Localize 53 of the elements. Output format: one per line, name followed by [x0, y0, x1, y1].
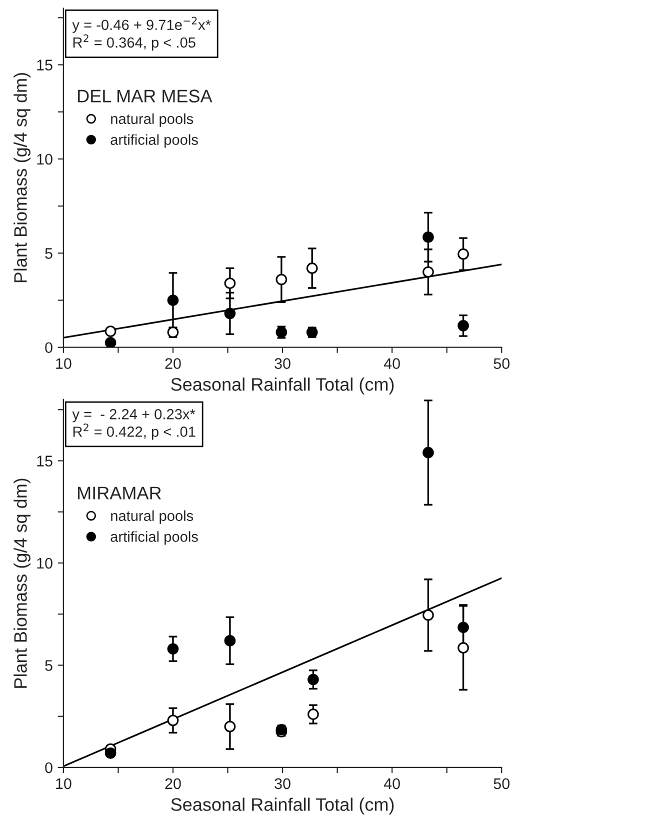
legend-title: DEL MAR MESA [78, 90, 212, 102]
x-tick-label: 40 [384, 778, 400, 790]
y-tick-label: 5 [45, 248, 52, 259]
point [458, 320, 469, 332]
y-tick-label: 0 [45, 762, 52, 774]
point [458, 642, 469, 654]
x-axis-title: Seasonal Rainfall Total (cm) [171, 798, 394, 814]
point [276, 724, 288, 736]
point [224, 308, 236, 320]
point [224, 720, 236, 732]
point [306, 262, 318, 274]
legend-label: natural pools [111, 510, 194, 524]
point [422, 231, 434, 243]
point [458, 622, 469, 634]
y-tick-label: 15 [37, 456, 52, 466]
x-tick-label: 10 [56, 358, 72, 369]
y-tick-label: 0 [45, 342, 52, 354]
text: y = -0.46 + 9.71e$^{−2}$x* R$^{2}$ = 0.364, p < .05 [72, 16, 211, 51]
point [422, 609, 434, 621]
legend-label: artificial pools [110, 134, 198, 148]
point [224, 635, 236, 646]
point [167, 643, 179, 655]
legend-label: natural pools [111, 113, 194, 127]
point [276, 274, 288, 286]
x-tick-label: 30 [274, 358, 290, 369]
x-tick-label: 40 [384, 358, 400, 369]
x-tick-label: 50 [494, 358, 510, 369]
y-axis-title: Plant Biomass (g/4 sq dm) [14, 73, 30, 282]
x-tick-label: 50 [494, 778, 510, 790]
y-tick-label: 5 [45, 660, 52, 671]
point [422, 266, 434, 278]
x-tick-label: 10 [56, 778, 72, 790]
point [104, 326, 116, 338]
x-tick-label: 30 [274, 778, 290, 790]
point [308, 708, 319, 720]
point [458, 248, 469, 260]
point [224, 278, 236, 289]
y-tick-label: 15 [37, 60, 52, 70]
y-axis-title: Plant Biomass (g/4 sq dm) [14, 478, 30, 688]
y-tick-label: 10 [37, 154, 52, 165]
y-tick-label: 10 [37, 558, 52, 569]
annotation: y = - 2.24 + 0.23x* R$^{2}$ = 0.422, p < .01 [72, 409, 196, 440]
point [104, 747, 116, 759]
legend-label: artificial pools [110, 531, 198, 545]
legend-title: MIRAMAR [78, 486, 161, 500]
point [167, 714, 179, 726]
point [422, 446, 434, 458]
x-axis-title: Seasonal Rainfall Total (cm) [171, 378, 394, 394]
point [308, 674, 319, 686]
point [167, 294, 179, 306]
point [104, 336, 116, 348]
x-tick-label: 20 [165, 358, 181, 369]
x-tick-label: 20 [165, 778, 181, 790]
